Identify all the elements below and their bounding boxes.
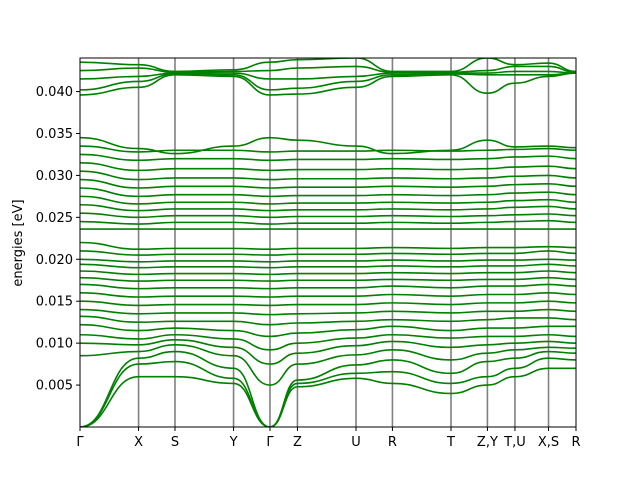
band-line xyxy=(80,300,576,307)
band-line xyxy=(80,250,576,256)
x-tick-label: Γ xyxy=(266,435,274,450)
y-tick-label: 0.030 xyxy=(36,169,73,184)
x-tick-label: Z xyxy=(293,435,302,450)
y-tick-label: 0.010 xyxy=(36,337,73,352)
band-line xyxy=(80,283,576,290)
band-curves xyxy=(80,58,576,427)
band-line xyxy=(80,367,576,427)
x-tick-label: U xyxy=(351,435,361,450)
x-axis-ticks: Γ X S Y Γ Z U R T Z,Y T,U X,S R xyxy=(76,427,581,450)
band-line xyxy=(80,270,576,276)
band-line xyxy=(80,153,576,162)
band-line xyxy=(80,72,576,96)
band-line xyxy=(80,292,576,298)
y-tick-label: 0.035 xyxy=(36,127,73,142)
band-line xyxy=(80,72,576,91)
band-line xyxy=(80,70,576,80)
band-line xyxy=(80,357,576,427)
plot-frame xyxy=(79,57,577,428)
x-tick-label: X,S xyxy=(538,435,559,450)
band-line xyxy=(80,276,576,282)
x-tick-label: R xyxy=(388,435,397,450)
band-line xyxy=(80,333,576,351)
band-line xyxy=(80,315,576,326)
band-line xyxy=(80,65,576,74)
band-line xyxy=(80,170,576,181)
x-tick-label: X xyxy=(134,435,143,450)
band-line xyxy=(80,187,576,198)
x-tick-label: Z,Y xyxy=(477,435,498,450)
y-tick-label: 0.015 xyxy=(36,295,73,310)
band-line xyxy=(80,323,576,338)
y-tick-label: 0.040 xyxy=(36,85,73,100)
band-line xyxy=(80,258,576,263)
band-line xyxy=(80,145,576,153)
band-line xyxy=(80,203,576,212)
band-line xyxy=(80,162,576,172)
band-line xyxy=(80,263,576,269)
band-line xyxy=(80,178,576,189)
y-tick-label: 0.005 xyxy=(36,379,73,394)
band-line xyxy=(80,212,576,219)
band-line xyxy=(80,58,576,73)
kpoint-lines xyxy=(137,58,550,427)
band-line xyxy=(80,219,576,225)
band-line xyxy=(80,338,576,365)
y-axis-title: energies [eV] xyxy=(11,199,26,286)
band-line xyxy=(80,195,576,205)
band-line xyxy=(80,350,576,427)
x-tick-label: S xyxy=(171,435,179,450)
y-tick-label: 0.020 xyxy=(36,253,73,268)
y-tick-label: 0.025 xyxy=(36,211,73,226)
x-tick-label: Y xyxy=(229,435,238,450)
x-tick-label: R xyxy=(571,435,580,450)
y-axis-ticks: 0.005 0.010 0.015 0.020 0.025 0.030 0.035 0.040 xyxy=(36,85,80,394)
band-line xyxy=(80,344,576,386)
band-line xyxy=(80,241,576,251)
x-tick-label: T xyxy=(446,435,455,450)
x-tick-label: T,U xyxy=(503,435,526,450)
x-tick-label: Γ xyxy=(76,435,84,450)
band-line xyxy=(80,136,576,155)
band-line xyxy=(80,308,576,316)
